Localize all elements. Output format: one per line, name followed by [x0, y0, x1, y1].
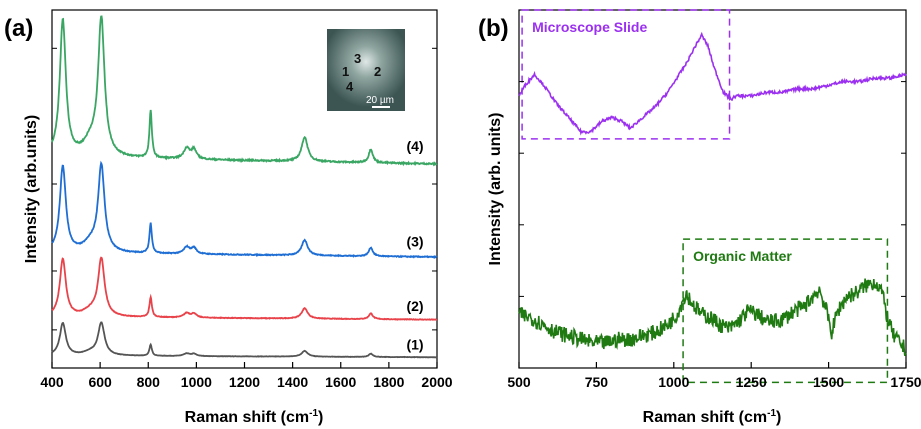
- panel-b-x-axis-title: Raman shift (cm-1): [643, 408, 782, 426]
- panel-b-frame: [518, 9, 907, 369]
- inset-scale-label: 20 µm: [366, 95, 394, 106]
- x-tick-label: 1000: [181, 374, 212, 390]
- x-tick-label: 1600: [325, 374, 356, 390]
- annotation-box-label: Organic Matter: [693, 248, 792, 264]
- x-tick-label: 750: [585, 374, 609, 390]
- panel-b-label: (b): [478, 15, 509, 42]
- x-tick-label: 1000: [658, 374, 689, 390]
- inset-label-3: 3: [354, 51, 361, 66]
- panel-b-y-axis-title: Intensity (arb. units): [487, 113, 504, 266]
- x-tick-label: 1250: [736, 374, 767, 390]
- panel-a-curves: [51, 15, 438, 359]
- series-line: [51, 15, 438, 167]
- x-tick-label: 600: [88, 374, 112, 390]
- x-tick-label: 500: [507, 374, 531, 390]
- panel-b-curves: [518, 31, 907, 357]
- series-label: (3): [406, 234, 423, 250]
- series-label: (2): [406, 298, 423, 314]
- series-label: (1): [406, 337, 423, 353]
- panel-a-y-ticks: [52, 47, 437, 331]
- series-line: [51, 256, 437, 321]
- inset-micrograph: 3 1 2 4 20 µm: [327, 29, 405, 111]
- x-tick-label: 1800: [373, 374, 404, 390]
- series-line: [518, 31, 907, 136]
- inset-image: [327, 29, 405, 111]
- inset-scale-bar: [372, 106, 390, 108]
- series-line: [518, 278, 907, 357]
- inset-label-1: 1: [342, 64, 349, 79]
- x-tick-label: 1500: [813, 374, 844, 390]
- series-line: [51, 160, 438, 260]
- annotation-box: [682, 238, 889, 384]
- x-tick-label: 1400: [277, 374, 308, 390]
- x-tick-label: 400: [40, 374, 64, 390]
- panel-a: (a) 400 600 800 1000 1200 1400 1600 1800 2000 (1…: [4, 9, 453, 426]
- panel-a-x-ticks: 400 600 800 1000 1200 1400 1600 1800 2000: [40, 362, 453, 390]
- annotation-box-label: Microscope Slide: [532, 19, 647, 35]
- x-tick-label: 800: [137, 374, 161, 390]
- panel-b-x-ticks: 500 750 1000 1250 1500 1750: [507, 362, 921, 390]
- x-tick-label: 1750: [890, 374, 921, 390]
- x-tick-label: 2000: [421, 374, 452, 390]
- inset-label-4: 4: [346, 79, 354, 94]
- series-label: (4): [406, 138, 423, 154]
- panel-a-label: (a): [4, 15, 33, 42]
- panel-b-y-ticks: [519, 81, 906, 297]
- series-line: [51, 321, 438, 359]
- panel-a-x-axis-title: Raman shift (cm-1): [185, 408, 324, 426]
- panel-b-annotation-boxes: Microscope Slide Organic Matter: [521, 9, 889, 384]
- panel-a-series-labels: (1) (2) (3) (4): [406, 138, 423, 353]
- x-tick-label: 1200: [229, 374, 260, 390]
- panel-b: (b) Microscope Slide Organic Matter 500 75…: [478, 9, 921, 426]
- panel-a-y-axis-title: Intensity (arb.units): [23, 115, 40, 263]
- inset-label-2: 2: [374, 64, 381, 79]
